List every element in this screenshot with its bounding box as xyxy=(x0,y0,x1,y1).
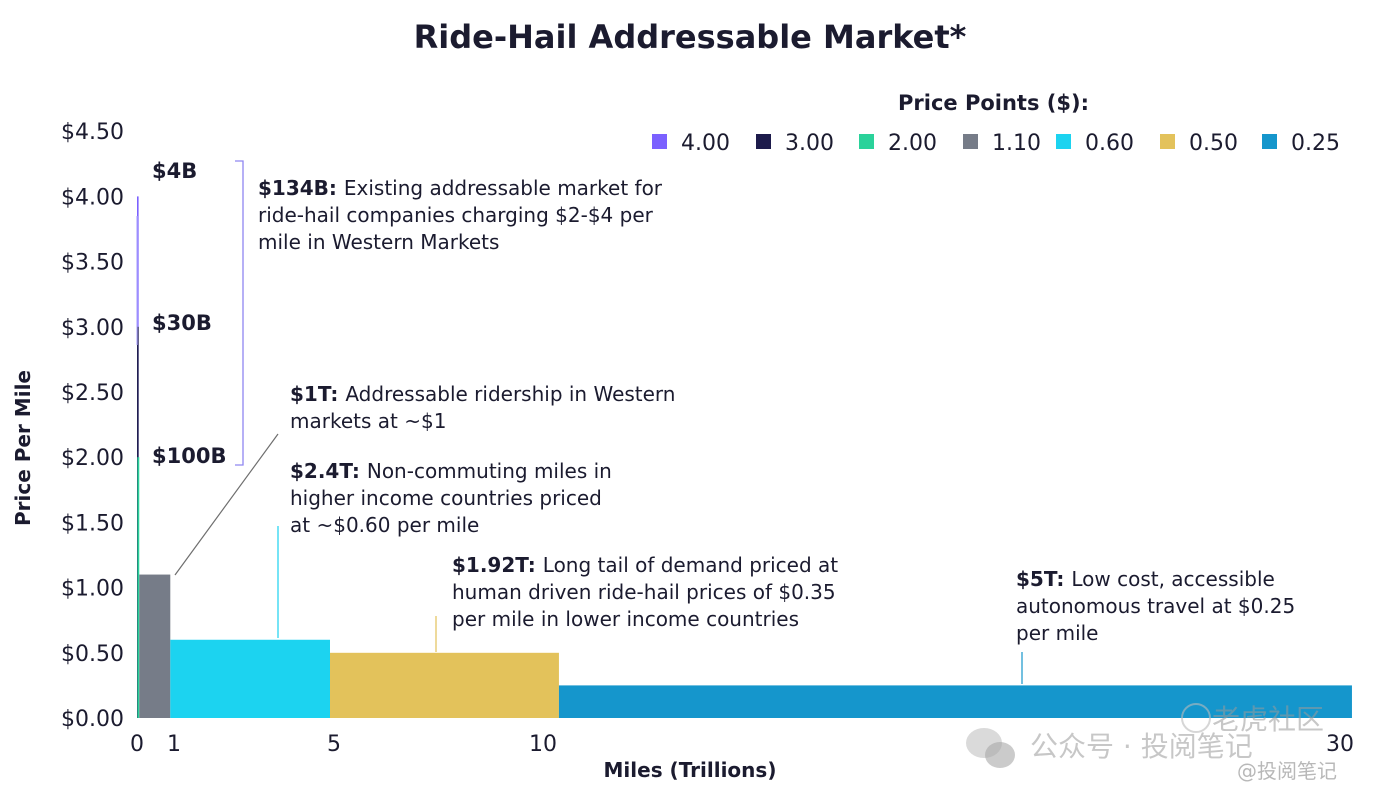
legend-swatch xyxy=(652,134,667,149)
price-bracket xyxy=(136,160,244,466)
x-tick-label: 1 xyxy=(167,732,181,757)
legend: 4.00 3.00 2.00 1.10 0.60 0.50 0.25 xyxy=(652,131,1340,156)
x-tick-label: 30 xyxy=(1326,732,1354,757)
bracket-label-4b: $4B xyxy=(152,159,197,183)
y-axis-label: Price Per Mile xyxy=(11,370,35,526)
y-tick-label: $1.00 xyxy=(61,577,124,602)
y-tick-label: $3.00 xyxy=(61,316,124,341)
legend-swatch xyxy=(1056,134,1071,149)
annotation-line: human driven ride-hail prices of $0.35 xyxy=(452,580,836,604)
x-axis-label: Miles (Trillions) xyxy=(604,758,777,782)
watermark: 公众号 · 投阅笔记 老虎社区 @投阅笔记 xyxy=(966,703,1337,783)
annotation-line: higher income countries priced xyxy=(290,486,602,510)
y-tick-label: $4.50 xyxy=(61,120,124,145)
annotation-line: per mile xyxy=(1016,621,1098,645)
bar-1-10 xyxy=(139,574,171,718)
legend-label: 2.00 xyxy=(888,131,937,156)
legend-title: Price Points ($): xyxy=(898,91,1089,115)
y-tick-label: $0.50 xyxy=(61,642,124,667)
annotation-line: $1.92T: Long tail of demand priced at xyxy=(452,553,838,577)
x-tick-label: 5 xyxy=(327,732,341,757)
legend-label: 3.00 xyxy=(785,131,834,156)
annotations: $134B: Existing addressable market for ri… xyxy=(258,176,1295,645)
y-tick-label: $4.00 xyxy=(61,185,124,210)
chart-title: Ride-Hail Addressable Market* xyxy=(414,18,967,56)
bar-series xyxy=(137,196,1352,718)
x-axis-ticks: 0 1 5 10 30 xyxy=(130,732,1354,757)
legend-label: 1.10 xyxy=(992,131,1041,156)
annotation-line: per mile in lower income countries xyxy=(452,607,799,631)
y-tick-label: $1.50 xyxy=(61,511,124,536)
watermark-overlay: 老虎社区 xyxy=(1212,703,1324,736)
legend-swatch xyxy=(1160,134,1175,149)
annotation-line: autonomous travel at $0.25 xyxy=(1016,594,1295,618)
annotation-line: $2.4T: Non-commuting miles in xyxy=(290,459,612,483)
annotation-line: ride-hail companies charging $2-$4 per xyxy=(258,203,654,227)
bar-2-00 xyxy=(137,457,140,718)
bar-0-60 xyxy=(170,639,330,718)
legend-swatch xyxy=(963,134,978,149)
bar-0-50 xyxy=(330,652,559,718)
annotation-line: $134B: Existing addressable market for xyxy=(258,176,663,200)
y-axis-ticks: $0.00 $0.50 $1.00 $1.50 $2.00 $2.50 $3.00 $3.50… xyxy=(61,120,124,732)
annotation-line: mile in Western Markets xyxy=(258,230,499,254)
watermark-handle: @投阅笔记 xyxy=(1237,759,1337,783)
legend-label: 0.25 xyxy=(1291,131,1340,156)
y-tick-label: $0.00 xyxy=(61,707,124,732)
wechat-icon xyxy=(966,728,1015,768)
x-tick-label: 0 xyxy=(130,732,144,757)
annotation-line: at ~$0.60 per mile xyxy=(290,513,479,537)
tiger-icon xyxy=(1181,703,1211,733)
annotation-line: $5T: Low cost, accessible xyxy=(1016,567,1275,591)
leader-line-1t xyxy=(174,433,279,576)
bracket-line xyxy=(235,160,244,466)
legend-swatch xyxy=(756,134,771,149)
legend-label: 0.60 xyxy=(1085,131,1134,156)
legend-label: 0.50 xyxy=(1189,131,1238,156)
legend-swatch xyxy=(1262,134,1277,149)
bar-0-25 xyxy=(558,685,1352,718)
bracket-label-30b: $30B xyxy=(152,311,212,335)
x-tick-label: 10 xyxy=(529,732,557,757)
y-tick-label: $3.50 xyxy=(61,251,124,276)
legend-label: 4.00 xyxy=(681,131,730,156)
annotation-line: markets at ~$1 xyxy=(290,409,446,433)
watermark-main: 公众号 · 投阅笔记 xyxy=(1030,730,1253,763)
annotation-line: $1T: Addressable ridership in Western xyxy=(290,382,675,406)
y-tick-label: $2.00 xyxy=(61,446,124,471)
y-tick-label: $2.50 xyxy=(61,381,124,406)
legend-swatch xyxy=(859,134,874,149)
bracket-label-100b: $100B xyxy=(152,444,226,468)
